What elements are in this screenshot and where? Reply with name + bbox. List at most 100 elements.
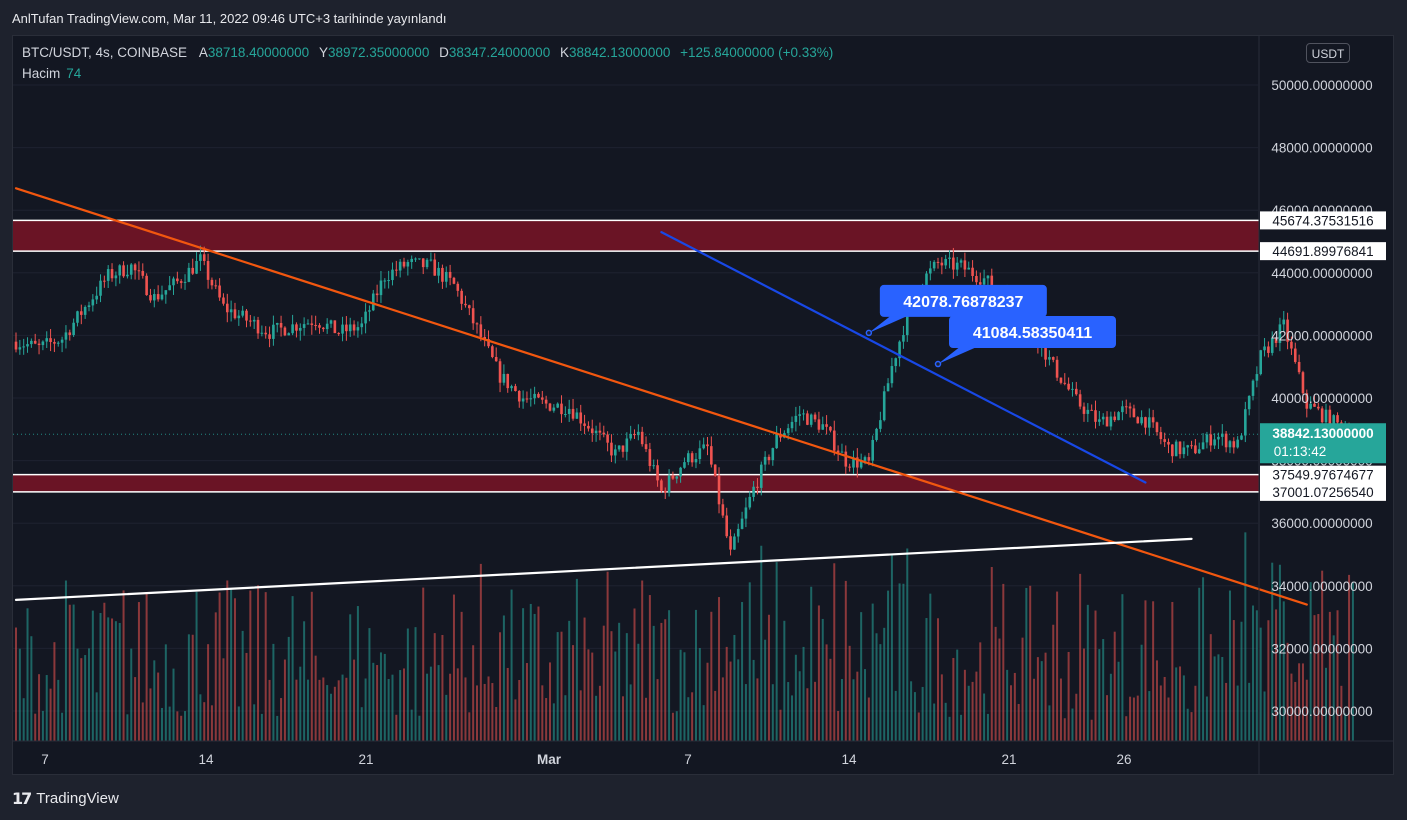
- candle-body: [387, 280, 390, 282]
- axes[interactable]: 50000.0000000048000.0000000046000.000000…: [13, 36, 1393, 775]
- candle-body: [740, 518, 744, 529]
- volume-bar: [1332, 635, 1335, 741]
- callout-box[interactable]: [949, 316, 1116, 349]
- volume-bar: [226, 580, 229, 741]
- candle-body: [875, 428, 878, 440]
- volume-bar: [990, 567, 993, 741]
- volume-bar: [1221, 656, 1224, 741]
- volume-bar: [314, 655, 317, 741]
- candle-body: [1059, 377, 1063, 383]
- blue-trendline[interactable]: [660, 231, 1147, 484]
- volume-bar: [122, 590, 125, 741]
- volume-bar: [714, 690, 717, 741]
- price-label-box[interactable]: [1260, 482, 1386, 501]
- volume-bar: [1132, 697, 1135, 741]
- volume-bar: [1175, 667, 1178, 741]
- candle-body: [648, 449, 652, 467]
- volume-bar: [433, 633, 436, 741]
- volume-bar: [960, 714, 963, 741]
- candle-body: [825, 424, 828, 427]
- price-label-box[interactable]: [1260, 242, 1386, 261]
- volume-bar: [1021, 637, 1024, 741]
- volume-bar: [694, 609, 697, 741]
- candle-body: [1278, 324, 1282, 343]
- candle-body: [1051, 357, 1055, 360]
- candle-body: [1132, 408, 1136, 418]
- volume-bar: [176, 711, 179, 741]
- candle-body: [541, 397, 544, 400]
- candle-body: [456, 283, 460, 291]
- callout-box[interactable]: [879, 284, 1047, 317]
- volume-bar: [771, 684, 774, 741]
- volume-bar: [1125, 716, 1128, 741]
- currency-button[interactable]: USDT: [1306, 43, 1350, 63]
- candle-body: [806, 413, 809, 425]
- volume-bar: [725, 646, 728, 741]
- volume-bar: [1305, 679, 1308, 741]
- candle-body: [479, 324, 483, 337]
- tradingview-logo[interactable]: 17 TradingView: [12, 789, 119, 808]
- volume-bar: [1351, 581, 1354, 741]
- volume-bar: [414, 627, 417, 741]
- trendlines[interactable]: [14, 187, 1308, 606]
- volume-bar: [91, 610, 94, 741]
- volume-bar: [906, 548, 909, 741]
- candle-body: [1075, 388, 1078, 395]
- candle-body: [852, 457, 855, 468]
- volume-bar: [767, 614, 770, 741]
- symbol-label[interactable]: BTC/USDT, 4s, COINBASE: [22, 45, 188, 60]
- price-label-box[interactable]: [1260, 465, 1386, 484]
- candle-body: [1205, 434, 1209, 443]
- volume-bar: [468, 712, 471, 741]
- candle-body: [329, 320, 333, 324]
- candle-body: [575, 412, 579, 419]
- volume-bar: [648, 595, 651, 741]
- candle-body: [525, 398, 529, 400]
- price-label-box[interactable]: [1260, 211, 1386, 230]
- candle-body: [675, 476, 679, 479]
- volume-bar: [22, 698, 25, 741]
- candle-body: [1301, 372, 1305, 394]
- volume-bar: [917, 712, 920, 741]
- volume-bar: [1225, 682, 1228, 741]
- candle-body: [1159, 432, 1163, 440]
- candle-body: [441, 267, 444, 282]
- volume-label[interactable]: Hacim: [22, 66, 61, 81]
- volume-bar: [418, 715, 421, 741]
- candle-body: [1324, 409, 1328, 423]
- candle-body: [894, 358, 898, 367]
- volume-bar: [1025, 587, 1028, 741]
- volume-bar: [522, 608, 525, 741]
- candle-body: [829, 426, 832, 431]
- candle-body: [898, 341, 901, 359]
- volume-bar: [395, 714, 398, 741]
- orange-trendline[interactable]: [14, 187, 1308, 606]
- candle-body: [767, 456, 771, 461]
- price-callouts[interactable]: 42078.76878237 41084.58350411: [865, 284, 1116, 368]
- candle-body: [544, 399, 548, 404]
- last-price-box[interactable]: [1260, 423, 1386, 464]
- candle-body: [517, 390, 521, 402]
- candle-body: [206, 260, 210, 280]
- volume-bar: [1002, 583, 1005, 741]
- candle-body: [698, 448, 702, 460]
- low-label: D: [439, 45, 449, 60]
- candle-body: [164, 290, 168, 295]
- volume-bar: [1282, 601, 1285, 741]
- candle-body: [510, 386, 513, 389]
- candle-body: [537, 393, 540, 398]
- zone-rect: [13, 220, 1259, 252]
- volume-bar: [602, 625, 605, 741]
- volume-bar: [698, 648, 701, 741]
- price-label-text: 45674.37531516: [1272, 213, 1373, 228]
- volume-bar: [556, 632, 559, 741]
- candle-body: [1144, 417, 1147, 428]
- countdown-value: 01:13:42: [1274, 444, 1327, 459]
- volume-bar: [1317, 614, 1320, 741]
- volume-bar: [541, 685, 544, 741]
- change-value: +125.84000000 (+0.33%): [680, 45, 834, 60]
- volume-bar: [257, 585, 260, 741]
- white-trendline[interactable]: [14, 537, 1193, 601]
- candle-body: [1094, 410, 1097, 422]
